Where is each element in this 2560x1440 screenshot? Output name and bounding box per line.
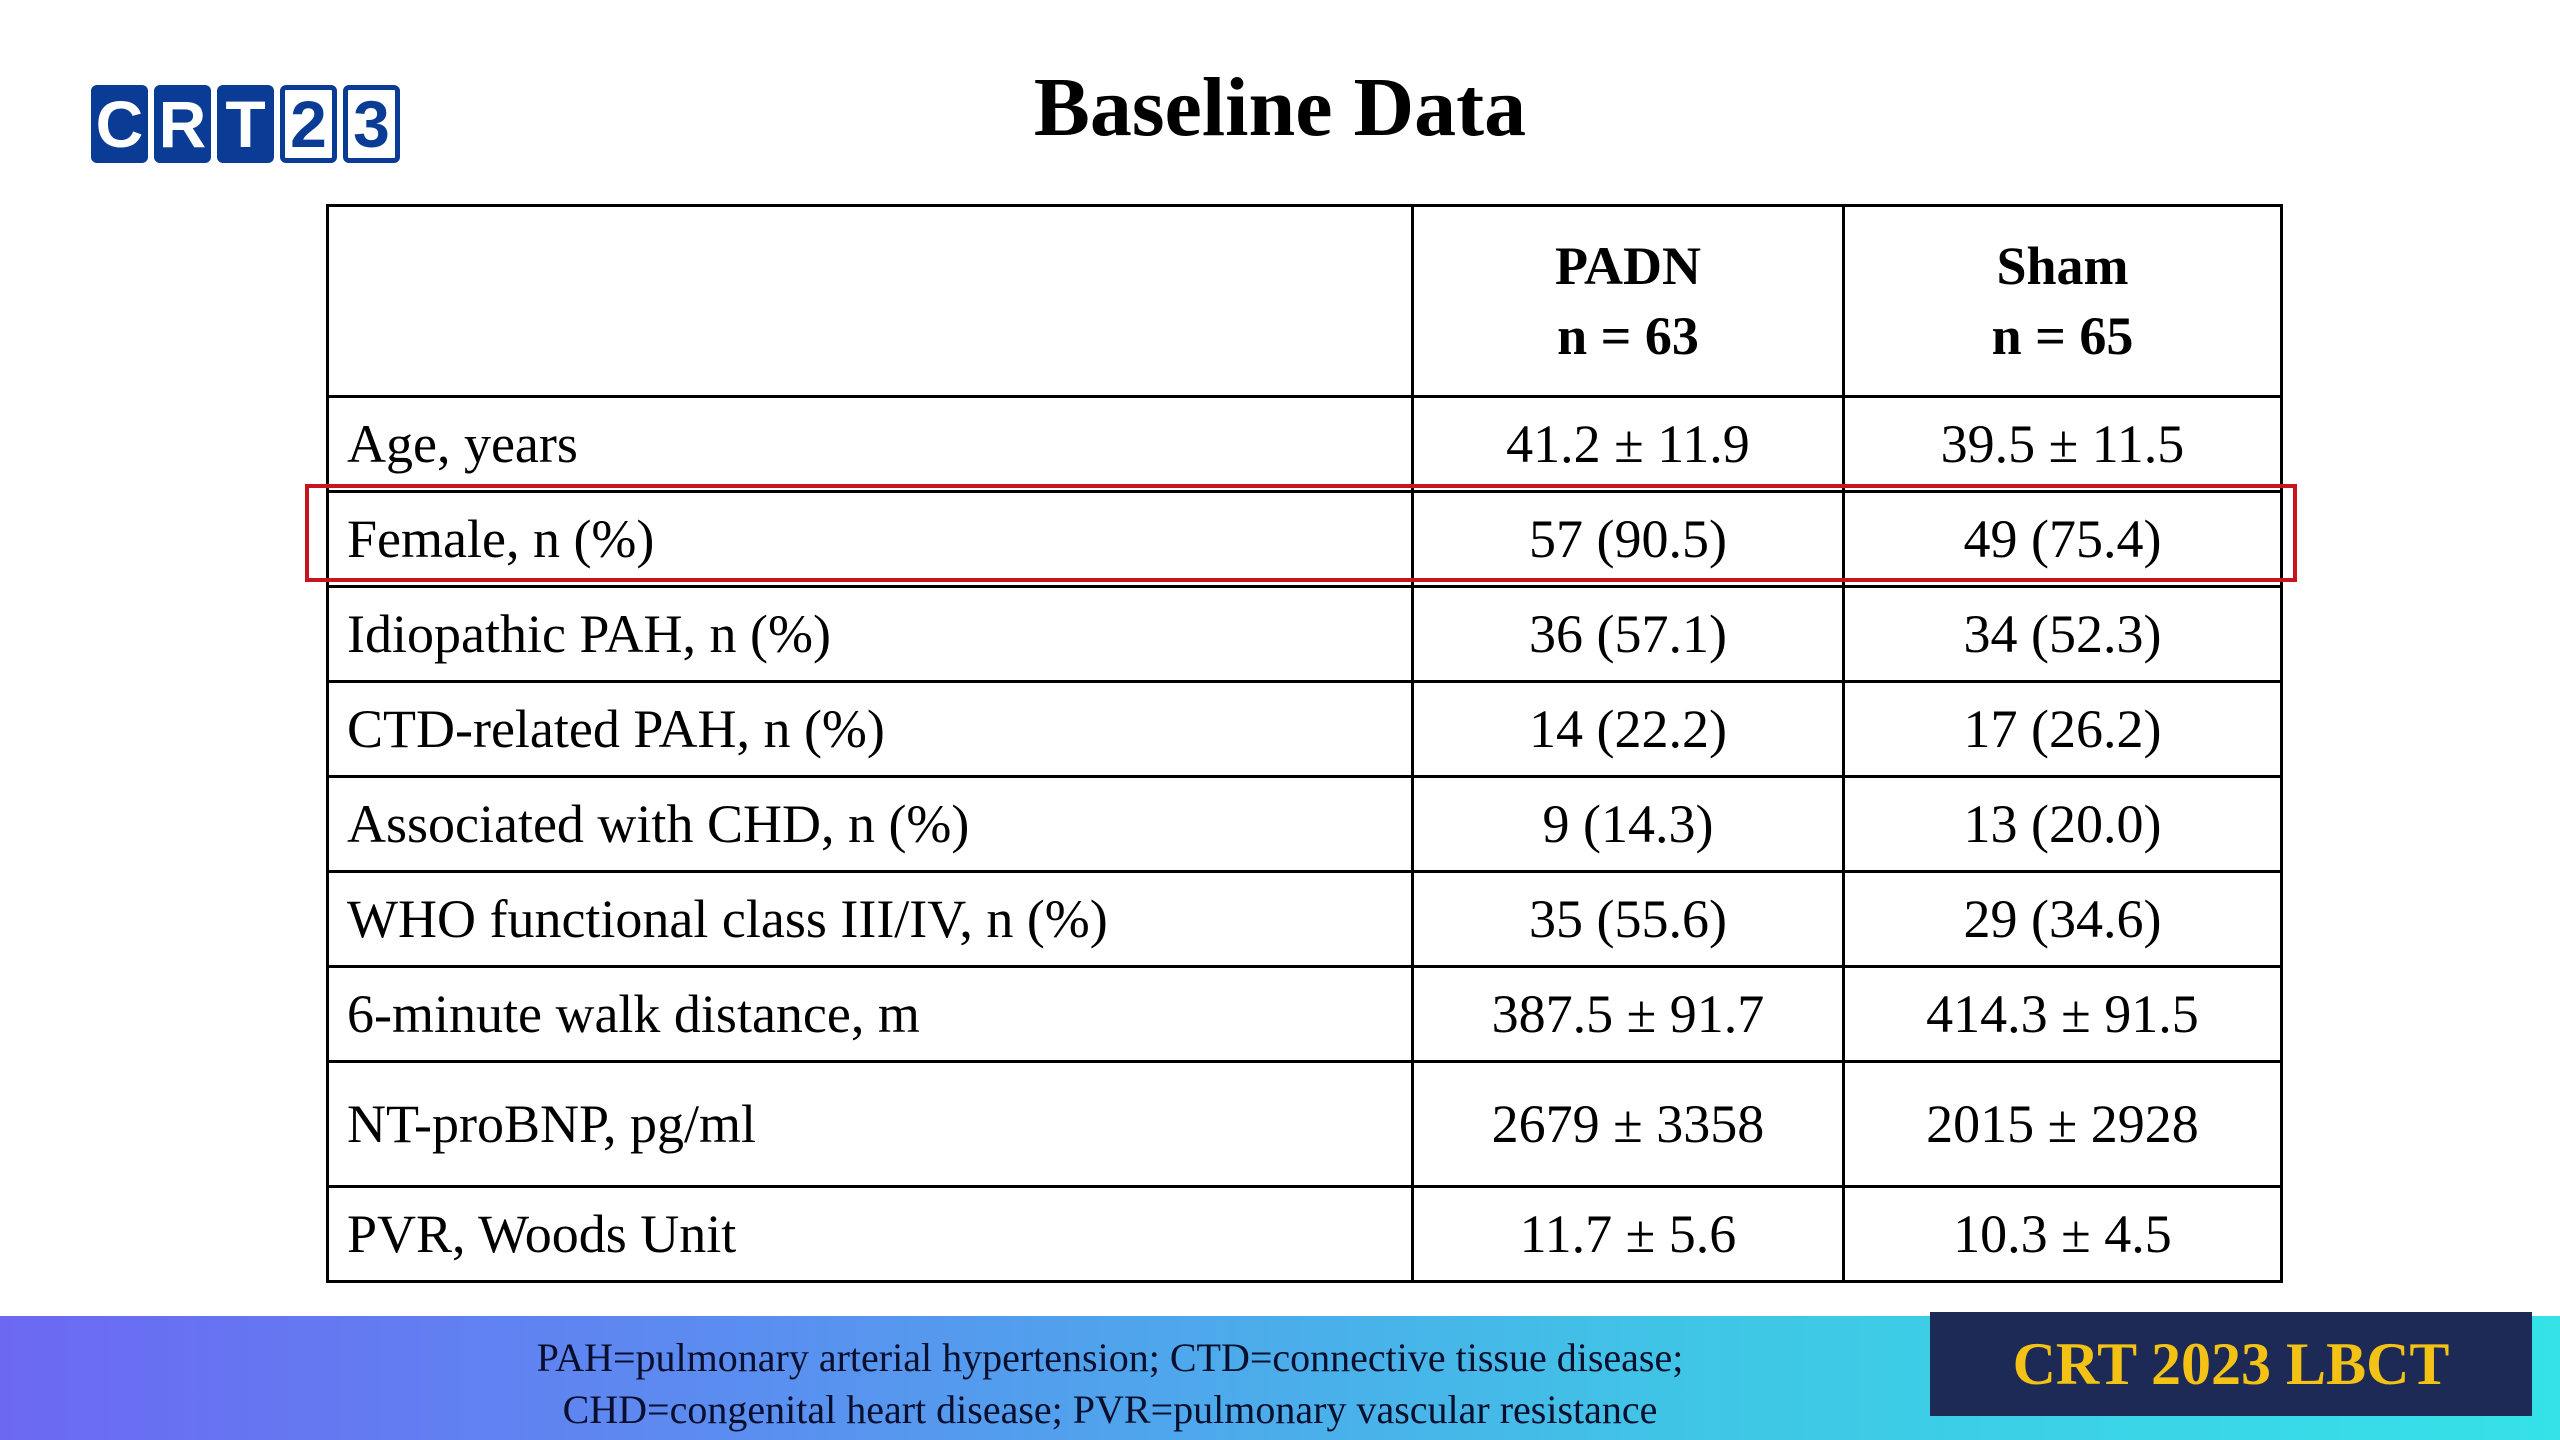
female-row-highlight [305, 484, 2297, 582]
padn-value: 2679 ± 3358 [1411, 1060, 1845, 1188]
header-padn-n: n = 63 [1557, 306, 1699, 366]
header-padn-name: PADN [1555, 236, 1701, 296]
sham-value: 29 (34.6) [1842, 870, 2283, 968]
row-label: CTD-related PAH, n (%) [326, 680, 1414, 778]
row-label: Associated with CHD, n (%) [326, 775, 1414, 873]
table-row: WHO functional class III/IV, n (%) 35 (5… [326, 870, 2283, 968]
sham-value: 34 (52.3) [1842, 585, 2283, 683]
table-row: Age, years 41.2 ± 11.9 39.5 ± 11.5 [326, 395, 2283, 493]
logo-letter: 2 [280, 85, 337, 163]
table-row: PVR, Woods Unit 11.7 ± 5.6 10.3 ± 4.5 [326, 1185, 2283, 1283]
padn-value: 36 (57.1) [1411, 585, 1845, 683]
row-label: Idiopathic PAH, n (%) [326, 585, 1414, 683]
padn-value: 387.5 ± 91.7 [1411, 965, 1845, 1063]
baseline-table: PADN n = 63 Sham n = 65 Age, years 41.2 … [326, 204, 2283, 1283]
padn-value: 57 (90.5) [1411, 490, 1845, 588]
header-empty-cell [326, 204, 1414, 398]
row-label: Age, years [326, 395, 1414, 493]
padn-value: 9 (14.3) [1411, 775, 1845, 873]
table-row: 6-minute walk distance, m 387.5 ± 91.7 4… [326, 965, 2283, 1063]
table-row: Associated with CHD, n (%) 9 (14.3) 13 (… [326, 775, 2283, 873]
table-row: Female, n (%) 57 (90.5) 49 (75.4) [326, 490, 2283, 588]
footer-line-2: CHD=congenital heart disease; PVR=pulmon… [562, 1387, 1658, 1432]
footer-line-1: PAH=pulmonary arterial hypertension; CTD… [536, 1335, 1684, 1380]
lbct-badge: CRT 2023 LBCT [1930, 1312, 2532, 1416]
sham-value: 49 (75.4) [1842, 490, 2283, 588]
table-row: Idiopathic PAH, n (%) 36 (57.1) 34 (52.3… [326, 585, 2283, 683]
sham-value: 2015 ± 2928 [1842, 1060, 2283, 1188]
table-header-row: PADN n = 63 Sham n = 65 [326, 204, 2283, 398]
sham-value: 39.5 ± 11.5 [1842, 395, 2283, 493]
slide-title: Baseline Data [1033, 61, 1527, 154]
row-label: WHO functional class III/IV, n (%) [326, 870, 1414, 968]
padn-value: 11.7 ± 5.6 [1411, 1185, 1845, 1283]
header-sham-name: Sham [1996, 236, 2129, 296]
sham-value: 17 (26.2) [1842, 680, 2283, 778]
logo-letter: C [91, 85, 148, 163]
logo-letter: 3 [343, 85, 400, 163]
table-row: NT-proBNP, pg/ml 2679 ± 3358 2015 ± 2928 [326, 1060, 2283, 1188]
sham-value: 10.3 ± 4.5 [1842, 1185, 2283, 1283]
header-sham-n: n = 65 [1991, 306, 2134, 366]
header-sham: Sham n = 65 [1842, 204, 2283, 398]
table-row: CTD-related PAH, n (%) 14 (22.2) 17 (26.… [326, 680, 2283, 778]
row-label: 6-minute walk distance, m [326, 965, 1414, 1063]
header-padn: PADN n = 63 [1411, 204, 1845, 398]
crt23-logo: C R T 2 3 [91, 85, 400, 167]
padn-value: 41.2 ± 11.9 [1411, 395, 1845, 493]
sham-value: 13 (20.0) [1842, 775, 2283, 873]
logo-letter: R [154, 85, 211, 163]
sham-value: 414.3 ± 91.5 [1842, 965, 2283, 1063]
logo-letter: T [217, 85, 274, 163]
row-label: PVR, Woods Unit [326, 1185, 1414, 1283]
row-label: NT-proBNP, pg/ml [326, 1060, 1414, 1188]
padn-value: 14 (22.2) [1411, 680, 1845, 778]
padn-value: 35 (55.6) [1411, 870, 1845, 968]
row-label: Female, n (%) [326, 490, 1414, 588]
footer-abbreviations: PAH=pulmonary arterial hypertension; CTD… [400, 1332, 1820, 1436]
